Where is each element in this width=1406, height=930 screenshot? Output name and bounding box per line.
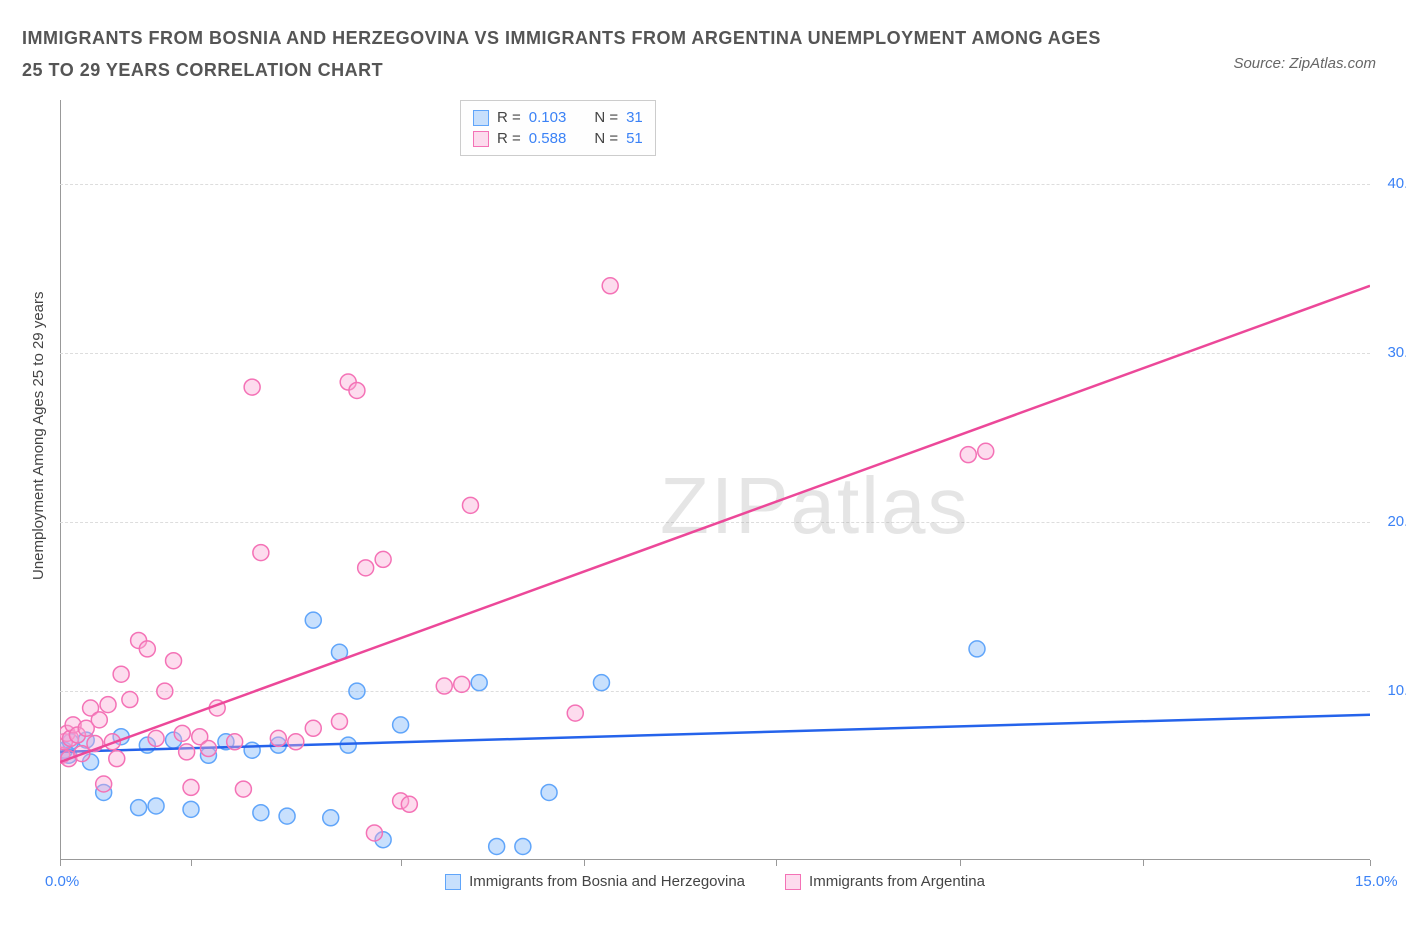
scatter-point xyxy=(960,447,976,463)
scatter-point xyxy=(401,796,417,812)
scatter-point xyxy=(436,678,452,694)
scatter-point xyxy=(179,744,195,760)
trend-line xyxy=(60,715,1370,752)
source-label: Source: ZipAtlas.com xyxy=(1233,55,1376,72)
legend-swatch xyxy=(473,110,489,126)
scatter-point xyxy=(593,675,609,691)
scatter-point xyxy=(200,741,216,757)
scatter-point xyxy=(305,720,321,736)
legend-row: R = 0.588 N = 51 xyxy=(473,128,643,149)
x-tick-mark xyxy=(60,860,61,866)
scatter-point xyxy=(148,730,164,746)
scatter-point xyxy=(358,560,374,576)
y-tick-label: 20.0% xyxy=(1387,513,1406,530)
trend-line xyxy=(60,286,1370,762)
x-tick-mark xyxy=(401,860,402,866)
legend-swatch xyxy=(473,131,489,147)
legend-n-value: 31 xyxy=(626,109,643,126)
x-tick-mark xyxy=(191,860,192,866)
scatter-point xyxy=(235,781,251,797)
legend-n-value: 51 xyxy=(626,130,643,147)
scatter-point xyxy=(393,717,409,733)
scatter-point xyxy=(541,784,557,800)
bottom-legend-item: Immigrants from Bosnia and Herzegovina xyxy=(445,873,745,890)
chart-area: Unemployment Among Ages 25 to 29 years 1… xyxy=(60,100,1370,860)
y-axis-label: Unemployment Among Ages 25 to 29 years xyxy=(30,291,47,580)
legend-row: R = 0.103 N = 31 xyxy=(473,107,643,128)
x-tick-mark xyxy=(584,860,585,866)
legend-r-label: R = xyxy=(497,130,521,147)
scatter-point xyxy=(489,838,505,854)
scatter-point xyxy=(288,734,304,750)
legend-n-label: N = xyxy=(594,109,618,126)
scatter-point xyxy=(131,800,147,816)
scatter-point xyxy=(183,779,199,795)
legend-r-label: R = xyxy=(497,109,521,126)
scatter-point xyxy=(471,675,487,691)
scatter-point xyxy=(183,801,199,817)
scatter-point xyxy=(349,382,365,398)
scatter-point xyxy=(244,379,260,395)
y-tick-label: 10.0% xyxy=(1387,682,1406,699)
scatter-point xyxy=(253,545,269,561)
y-tick-label: 30.0% xyxy=(1387,344,1406,361)
chart-title: IMMIGRANTS FROM BOSNIA AND HERZEGOVINA V… xyxy=(22,22,1122,87)
scatter-point xyxy=(515,838,531,854)
x-tick-mark xyxy=(776,860,777,866)
scatter-point xyxy=(122,692,138,708)
x-tick-mark xyxy=(960,860,961,866)
scatter-point xyxy=(340,737,356,753)
scatter-point xyxy=(366,825,382,841)
scatter-point xyxy=(148,798,164,814)
scatter-point xyxy=(279,808,295,824)
scatter-point xyxy=(331,714,347,730)
scatter-plot xyxy=(60,100,1370,860)
bottom-legend-label: Immigrants from Bosnia and Herzegovina xyxy=(469,873,745,890)
bottom-legend-item: Immigrants from Argentina xyxy=(785,873,985,890)
x-tick-mark xyxy=(1143,860,1144,866)
scatter-point xyxy=(96,776,112,792)
scatter-point xyxy=(454,676,470,692)
legend-box: R = 0.103 N = 31 R = 0.588 N = 51 xyxy=(460,100,656,156)
scatter-point xyxy=(157,683,173,699)
y-tick-label: 40.0% xyxy=(1387,175,1406,192)
scatter-point xyxy=(227,734,243,750)
scatter-point xyxy=(244,742,260,758)
scatter-point xyxy=(139,641,155,657)
legend-r-value: 0.103 xyxy=(529,109,567,126)
legend-r-value: 0.588 xyxy=(529,130,567,147)
scatter-point xyxy=(305,612,321,628)
scatter-point xyxy=(174,725,190,741)
scatter-point xyxy=(113,666,129,682)
legend-swatch xyxy=(445,874,461,890)
scatter-point xyxy=(375,551,391,567)
scatter-point xyxy=(349,683,365,699)
legend-swatch xyxy=(785,874,801,890)
scatter-point xyxy=(978,443,994,459)
scatter-point xyxy=(602,278,618,294)
scatter-point xyxy=(100,697,116,713)
scatter-point xyxy=(323,810,339,826)
scatter-point xyxy=(969,641,985,657)
scatter-point xyxy=(462,497,478,513)
scatter-point xyxy=(91,712,107,728)
scatter-point xyxy=(253,805,269,821)
scatter-point xyxy=(109,751,125,767)
scatter-point xyxy=(166,653,182,669)
bottom-legend: Immigrants from Bosnia and Herzegovina Im… xyxy=(60,873,1370,890)
x-tick-mark xyxy=(1370,860,1371,866)
legend-n-label: N = xyxy=(594,130,618,147)
scatter-point xyxy=(567,705,583,721)
scatter-point xyxy=(270,730,286,746)
bottom-legend-label: Immigrants from Argentina xyxy=(809,873,985,890)
